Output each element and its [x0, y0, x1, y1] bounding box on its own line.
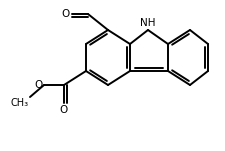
Text: CH₃: CH₃ [11, 98, 29, 108]
Text: NH: NH [140, 18, 156, 28]
Text: O: O [62, 9, 70, 19]
Text: O: O [60, 105, 68, 115]
Text: O: O [35, 80, 43, 90]
